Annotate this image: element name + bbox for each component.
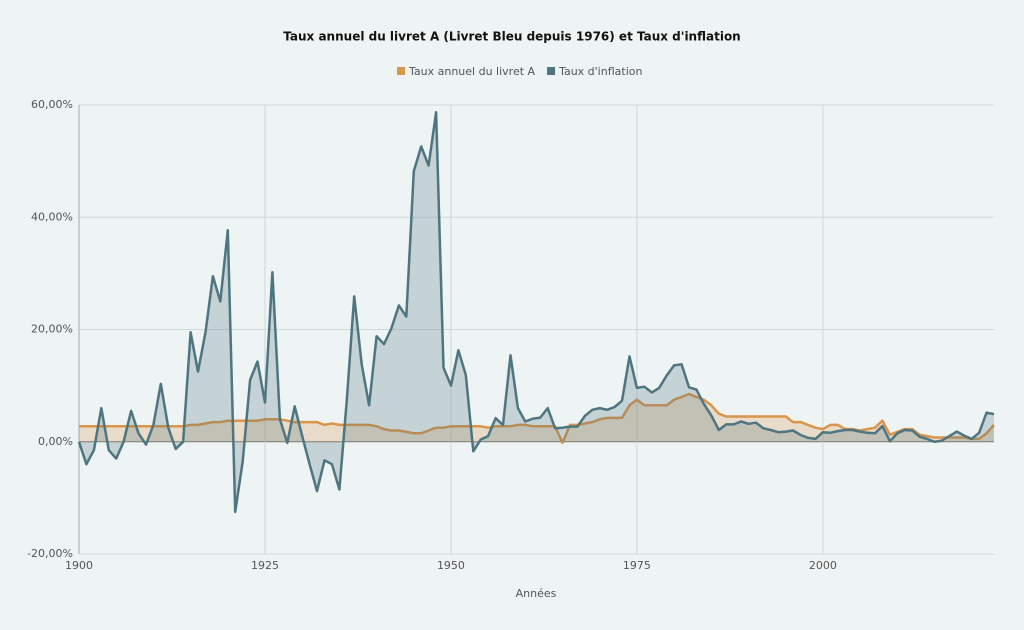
x-tick-label: 1950 bbox=[437, 559, 465, 572]
legend-swatch bbox=[397, 67, 405, 75]
line bbox=[77, 111, 995, 514]
legend-swatch bbox=[547, 67, 556, 75]
legend-label: Taux d'inflation bbox=[558, 65, 642, 78]
legend: Taux annuel du livret A Taux d'inflation bbox=[397, 65, 642, 78]
x-axis-label: Années bbox=[516, 587, 557, 600]
chart-title: Taux annuel du livret A (Livret Bleu dep… bbox=[283, 30, 740, 44]
area bbox=[79, 394, 994, 443]
x-tick-label: 1925 bbox=[251, 559, 279, 572]
legend-label: Taux annuel du livret A bbox=[408, 65, 536, 78]
y-tick-label: 0,00% bbox=[38, 435, 73, 448]
line bbox=[79, 392, 995, 445]
x-tick-label: 2000 bbox=[809, 559, 837, 572]
y-tick-label: 60,00% bbox=[31, 98, 73, 111]
y-tick-label: -20,00% bbox=[27, 547, 73, 560]
x-tick-label: 1975 bbox=[623, 559, 651, 572]
y-tick-label: 40,00% bbox=[31, 210, 73, 223]
y-tick-label: 20,00% bbox=[31, 323, 73, 336]
x-tick-label: 1900 bbox=[65, 559, 93, 572]
area bbox=[79, 112, 994, 512]
